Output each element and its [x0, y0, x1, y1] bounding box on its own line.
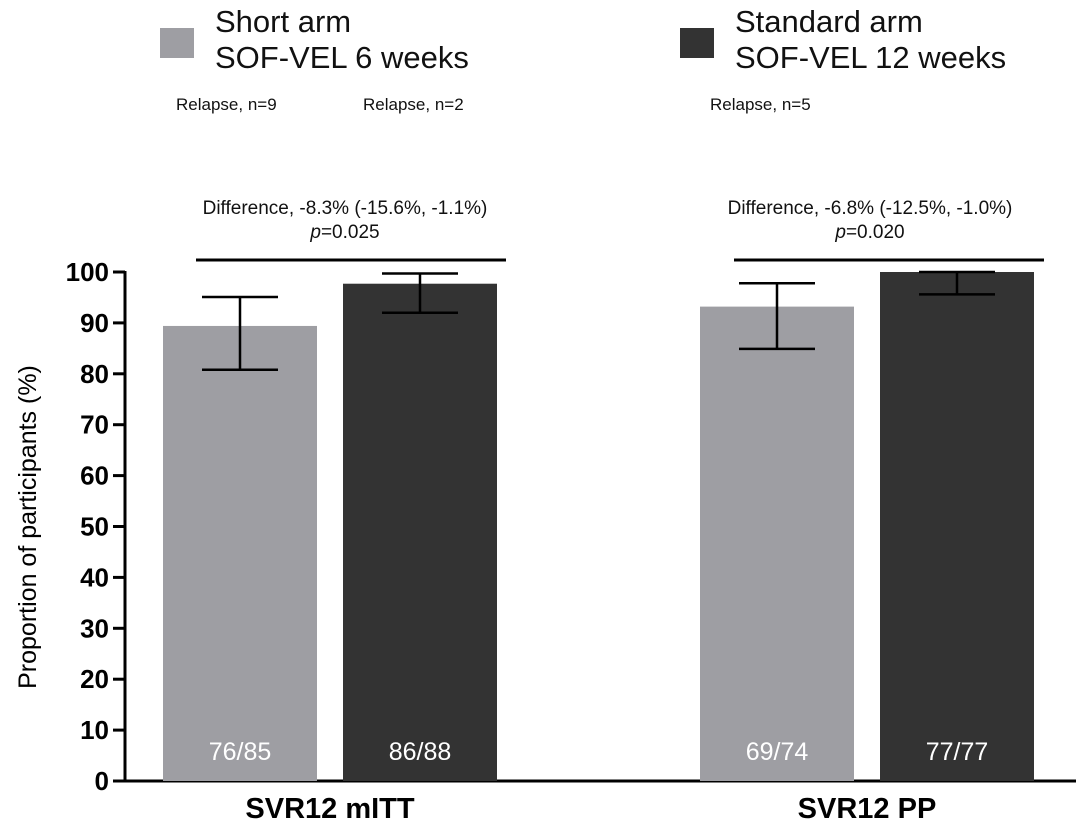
difference-mitt: Difference, -8.3% (-15.6%, -1.1%) [202, 198, 488, 219]
pvalue-mitt-number: =0.025 [320, 222, 380, 243]
pvalue-mitt: p=0.025 [160, 222, 530, 244]
x-category-label: SVR12 PP [798, 793, 937, 825]
relapse-note-standard-mitt: Relapse, n=2 [363, 95, 464, 114]
bar [880, 272, 1034, 781]
pvalue-mitt-symbol: p [310, 222, 321, 243]
y-tick-label: 40 [80, 562, 109, 592]
y-tick-label: 60 [80, 461, 109, 491]
y-tick-label: 80 [80, 359, 109, 389]
x-category-label: SVR12 mITT [245, 793, 414, 825]
y-tick-label: 100 [66, 257, 109, 287]
legend-label-short-arm-line2: SOF-VEL 6 weeks [215, 40, 469, 75]
bar-data-label: 76/85 [209, 738, 272, 766]
y-tick-label: 10 [80, 715, 109, 745]
relapse-note-short-mitt: Relapse, n=9 [176, 95, 277, 114]
y-tick-label: 0 [95, 766, 109, 796]
legend-label-short-arm-line1: Short arm [215, 4, 352, 39]
bar [700, 306, 854, 781]
pvalue-pp-number: =0.020 [845, 222, 905, 243]
bar-data-label: 77/77 [926, 738, 989, 766]
difference-pp: Difference, -6.8% (-12.5%, -1.0%) [727, 198, 1013, 219]
y-axis-label: Proportion of participants (%) [14, 365, 42, 689]
legend-label-standard-arm-line2: SOF-VEL 12 weeks [735, 40, 1007, 75]
y-tick-label: 30 [80, 613, 109, 643]
relapse-note-short-pp: Relapse, n=5 [710, 95, 811, 114]
bar-data-label: 69/74 [746, 738, 809, 766]
y-tick-label: 50 [80, 512, 109, 542]
y-tick-label: 90 [80, 308, 109, 338]
pvalue-pp: p=0.020 [685, 222, 1055, 244]
y-tick-label: 70 [80, 410, 109, 440]
legend-label-standard-arm-line1: Standard arm [735, 4, 923, 39]
bar [163, 325, 317, 781]
legend-swatch-short-arm [160, 28, 194, 58]
pvalue-pp-symbol: p [835, 222, 846, 243]
bar [343, 283, 497, 781]
bar-data-label: 86/88 [389, 738, 452, 766]
y-tick-label: 20 [80, 664, 109, 694]
legend-swatch-standard-arm [680, 28, 714, 58]
